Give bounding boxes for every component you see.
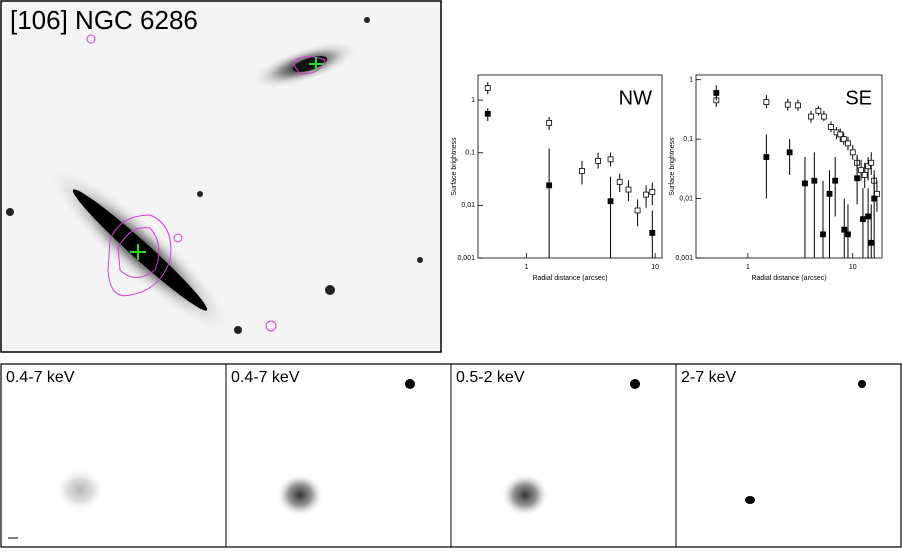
data-point <box>860 216 866 223</box>
y-tick-label: 0,01 <box>461 202 475 209</box>
plot-frame <box>477 74 663 259</box>
data-point <box>871 195 878 202</box>
band-label: 2-7 keV <box>681 369 736 386</box>
xray-strip <box>0 363 902 548</box>
data-point <box>845 140 851 147</box>
band-label: 0.5-2 keV <box>456 369 525 386</box>
data-point <box>865 213 871 220</box>
data-point <box>808 113 814 120</box>
panel-annotation: SE <box>845 87 872 109</box>
data-point <box>484 85 491 91</box>
data-point <box>579 168 585 174</box>
data-point <box>643 191 649 198</box>
data-point <box>546 182 553 189</box>
data-point <box>861 172 868 178</box>
data-point <box>595 157 601 164</box>
data-point <box>868 239 875 246</box>
y-tick-label: 0,01 <box>679 195 693 202</box>
data-point <box>795 102 801 109</box>
data-point <box>634 207 641 214</box>
data-point <box>649 189 656 195</box>
data-point <box>616 178 623 185</box>
data-point <box>546 119 553 126</box>
data-point <box>854 175 861 182</box>
data-point <box>815 107 822 114</box>
y-tick-label: 0,001 <box>457 255 475 262</box>
data-point <box>784 101 791 108</box>
data-point <box>865 163 871 170</box>
y-tick-label: 1 <box>471 97 475 104</box>
y-axis-label: Surface brightness <box>669 137 676 196</box>
band-label: 0.4-7 keV <box>6 369 75 386</box>
data-point <box>841 226 848 233</box>
x-tick-label: 1 <box>746 264 750 271</box>
data-point <box>763 99 770 105</box>
data-point <box>786 149 793 156</box>
y-axis-label: Surface brightness <box>451 137 458 196</box>
data-point <box>868 159 875 166</box>
x-axis-label: Radial distance (arcsec) <box>532 275 607 282</box>
data-point <box>811 177 818 184</box>
optical-image: [106] NGC 6286 <box>0 0 442 353</box>
data-point <box>840 136 847 143</box>
data-point <box>713 89 720 96</box>
data-point <box>828 124 834 130</box>
panel-annotation: NW <box>619 87 652 109</box>
data-point <box>625 186 632 193</box>
data-point <box>858 167 864 174</box>
data-point <box>763 154 770 160</box>
data-point <box>820 231 826 238</box>
data-point <box>837 131 844 138</box>
x-axis-label: Radial distance (arcsec) <box>751 275 826 282</box>
data-point <box>607 156 614 163</box>
data-point <box>607 198 614 205</box>
y-tick-label: 0,001 <box>675 255 693 262</box>
data-point <box>832 177 839 184</box>
data-point <box>820 113 827 120</box>
plot-frame <box>695 74 883 259</box>
data-point <box>874 190 880 197</box>
y-tick-label: 0,1 <box>465 150 475 157</box>
x-tick-label: 10 <box>849 264 857 271</box>
x-tick-label: 10 <box>651 264 659 271</box>
y-tick-label: 0,1 <box>683 136 693 143</box>
data-point <box>484 110 491 117</box>
image-title: [106] NGC 6286 <box>10 5 198 35</box>
data-point <box>845 231 851 238</box>
band-label: 0.4-7 keV <box>231 369 300 386</box>
y-tick-label: 1 <box>689 77 693 84</box>
data-point <box>849 149 856 156</box>
data-point <box>802 180 808 187</box>
x-tick-label: 1 <box>525 264 529 271</box>
data-point <box>649 229 656 236</box>
data-point <box>826 190 833 197</box>
